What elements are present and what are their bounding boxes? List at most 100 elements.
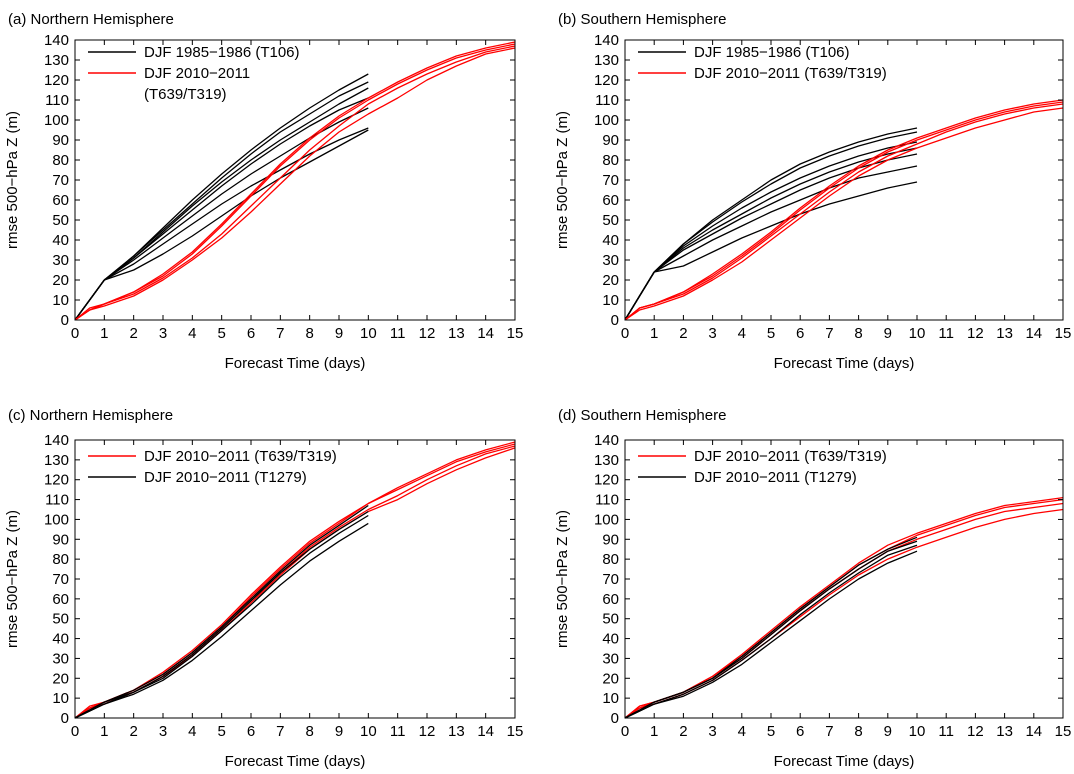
series-line — [74, 47, 516, 321]
y-tick-label: 60 — [602, 192, 619, 209]
y-tick-label: 20 — [52, 670, 69, 687]
x-tick-label: 7 — [825, 325, 833, 342]
x-tick-label: 6 — [247, 723, 255, 740]
x-tick-label: 6 — [247, 325, 255, 342]
legend: DJF 1985−1986 (T106) DJF 2010−2011 (T639/… — [638, 44, 887, 82]
y-tick-label: 110 — [595, 492, 619, 509]
series-line — [74, 107, 369, 321]
y-tick-label: 60 — [602, 591, 619, 608]
series-group — [624, 99, 1064, 321]
y-tick-label: 10 — [52, 292, 69, 309]
x-tick-label: 3 — [708, 723, 716, 740]
x-tick-label: 4 — [738, 723, 746, 740]
y-tick-label: 100 — [594, 112, 619, 129]
y-tick-label: 80 — [602, 152, 619, 169]
x-tick-label: 15 — [1055, 723, 1072, 740]
x-tick-label: 0 — [621, 723, 629, 740]
y-tick-label: 0 — [61, 710, 69, 727]
x-tick-label: 1 — [100, 325, 108, 342]
legend-label: DJF 2010−2011 (T639/T319) — [694, 448, 887, 465]
x-tick-label: 3 — [159, 325, 167, 342]
y-tick-label: 20 — [602, 670, 619, 687]
legend-label: DJF 2010−2011 — [144, 65, 250, 82]
x-tick-label: 11 — [938, 325, 954, 342]
x-tick-label: 5 — [217, 723, 225, 740]
x-tick-label: 0 — [71, 325, 79, 342]
x-tick-label: 5 — [217, 325, 225, 342]
y-tick-label: 110 — [45, 92, 69, 109]
y-tick-label: 50 — [602, 611, 619, 628]
x-tick-label: 10 — [909, 325, 926, 342]
x-tick-label: 2 — [129, 723, 137, 740]
x-tick-label: 7 — [825, 723, 833, 740]
panel-title: (b) Southern Hemisphere — [558, 11, 726, 28]
panel-title: (a) Northern Hemisphere — [8, 11, 174, 28]
legend-label: DJF 2010−2011 (T639/T319) — [694, 65, 887, 82]
x-tick-label: 9 — [884, 723, 892, 740]
y-axis-label: rmse 500−hPa Z (m) — [554, 111, 571, 249]
series-group — [74, 41, 516, 321]
y-tick-label: 130 — [44, 52, 69, 69]
series-line — [624, 103, 1064, 321]
x-tick-label: 2 — [129, 325, 137, 342]
y-tick-label: 20 — [52, 272, 69, 289]
y-tick-label: 80 — [602, 551, 619, 568]
y-tick-label: 70 — [602, 571, 619, 588]
series-line — [74, 43, 516, 321]
legend-label: DJF 2010−2011 (T1279) — [144, 469, 307, 486]
series-line — [624, 131, 918, 321]
x-tick-label: 12 — [967, 325, 984, 342]
series-line — [74, 510, 369, 719]
y-tick-label: 40 — [602, 631, 619, 648]
series-group — [624, 496, 1064, 719]
y-tick-label: 70 — [602, 172, 619, 189]
series-line — [624, 127, 918, 321]
series-line — [624, 498, 1064, 719]
x-tick-label: 2 — [679, 325, 687, 342]
series-line — [74, 447, 516, 719]
series-line — [624, 165, 918, 321]
y-tick-label: 90 — [602, 132, 619, 149]
x-tick-label: 9 — [335, 723, 343, 740]
x-tick-label: 11 — [938, 723, 954, 740]
y-tick-label: 10 — [52, 690, 69, 707]
y-tick-label: 10 — [602, 690, 619, 707]
series-line — [74, 129, 369, 321]
series-line — [74, 504, 369, 719]
x-tick-label: 11 — [390, 723, 406, 740]
x-tick-label: 5 — [767, 325, 775, 342]
y-tick-label: 80 — [52, 152, 69, 169]
x-tick-label: 10 — [360, 723, 377, 740]
y-tick-label: 50 — [52, 611, 69, 628]
x-tick-label: 7 — [276, 325, 284, 342]
x-tick-label: 7 — [276, 723, 284, 740]
x-tick-label: 3 — [159, 723, 167, 740]
y-tick-label: 50 — [52, 212, 69, 229]
y-tick-label: 130 — [594, 452, 619, 469]
x-tick-label: 5 — [767, 723, 775, 740]
series-line — [624, 508, 1064, 719]
x-tick-label: 8 — [854, 325, 862, 342]
y-tick-label: 0 — [61, 312, 69, 329]
plot-frame — [74, 39, 516, 321]
x-tick-label: 12 — [419, 325, 436, 342]
series-group — [74, 441, 516, 719]
y-tick-label: 10 — [602, 292, 619, 309]
y-tick-label: 40 — [52, 232, 69, 249]
series-line — [74, 87, 369, 321]
x-tick-label: 8 — [854, 723, 862, 740]
y-tick-label: 120 — [594, 72, 619, 89]
x-tick-label: 1 — [650, 325, 658, 342]
y-tick-label: 50 — [602, 212, 619, 229]
series-line — [74, 97, 369, 321]
y-tick-label: 140 — [594, 32, 619, 49]
series-line — [74, 127, 369, 321]
x-tick-label: 13 — [996, 723, 1013, 740]
series-line — [624, 550, 918, 719]
series-line — [74, 514, 369, 719]
legend: DJF 2010−2011 (T639/T319) DJF 2010−2011 (… — [638, 448, 887, 486]
x-axis-label: Forecast Time (days) — [225, 753, 366, 770]
x-tick-label: 9 — [335, 325, 343, 342]
x-tick-label: 14 — [477, 325, 494, 342]
